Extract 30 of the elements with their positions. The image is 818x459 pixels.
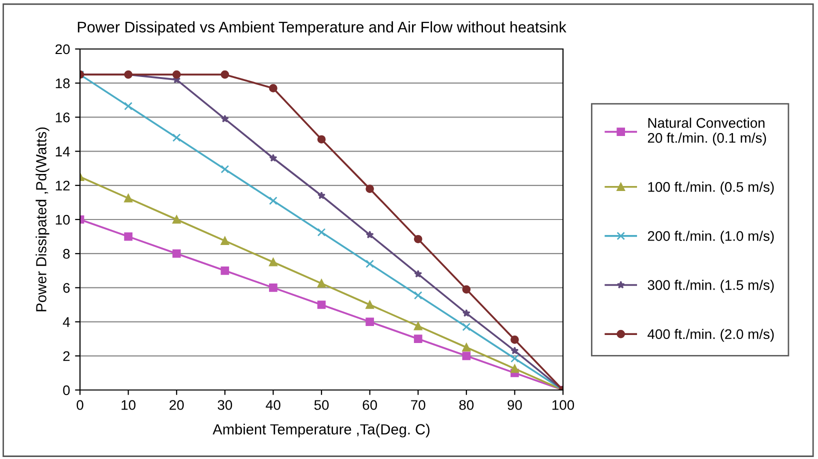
y-tick-label: 16 — [56, 112, 70, 122]
x-tick-label: 30 — [218, 400, 232, 410]
y-tick-label: 8 — [63, 248, 70, 259]
y-tick-label: 20 — [56, 44, 70, 54]
x-tick-label: 80 — [459, 400, 474, 410]
x-tick-label: 40 — [266, 400, 280, 410]
y-tick-label: 0 — [63, 385, 70, 396]
y-tick-label: 18 — [56, 78, 70, 88]
y-tick-label: 12 — [56, 180, 70, 190]
y-tick-label: 2 — [63, 351, 70, 361]
legend-label: 300 ft./min. (1.5 m/s) — [648, 280, 774, 293]
x-tick-label: 10 — [122, 400, 136, 410]
x-tick-label: 0 — [76, 400, 84, 410]
y-tick-label: 10 — [56, 214, 70, 225]
chart-title: Power Dissipated vs Ambient Temperature and Air Flow without heatsink — [78, 21, 566, 36]
x-tick-label: 50 — [314, 400, 329, 410]
y-axis-title: Power Dissipated ,Pd(Watts) — [36, 127, 50, 312]
x-tick-label: 20 — [170, 400, 184, 410]
x-tick-label: 70 — [411, 400, 426, 410]
x-tick-label: 60 — [362, 400, 377, 410]
x-axis-title: Ambient Temperature ,Ta(Deg. C) — [212, 424, 430, 438]
x-tick-label: 90 — [508, 400, 522, 410]
y-tick-label: 6 — [63, 283, 70, 293]
y-tick-label: 4 — [62, 317, 70, 327]
legend-label: 100 ft./min. (0.5 m/s) — [648, 182, 774, 195]
y-tick-label: 14 — [56, 146, 70, 156]
legend-label: Natural Convection 20 ft./min. (0.1 m/s) — [648, 118, 766, 146]
legend-label: 200 ft./min. (1.0 m/s) — [648, 230, 774, 244]
x-tick-label: 100 — [552, 400, 574, 410]
legend-label: 400 ft./min. (2.0 m/s) — [648, 328, 774, 342]
